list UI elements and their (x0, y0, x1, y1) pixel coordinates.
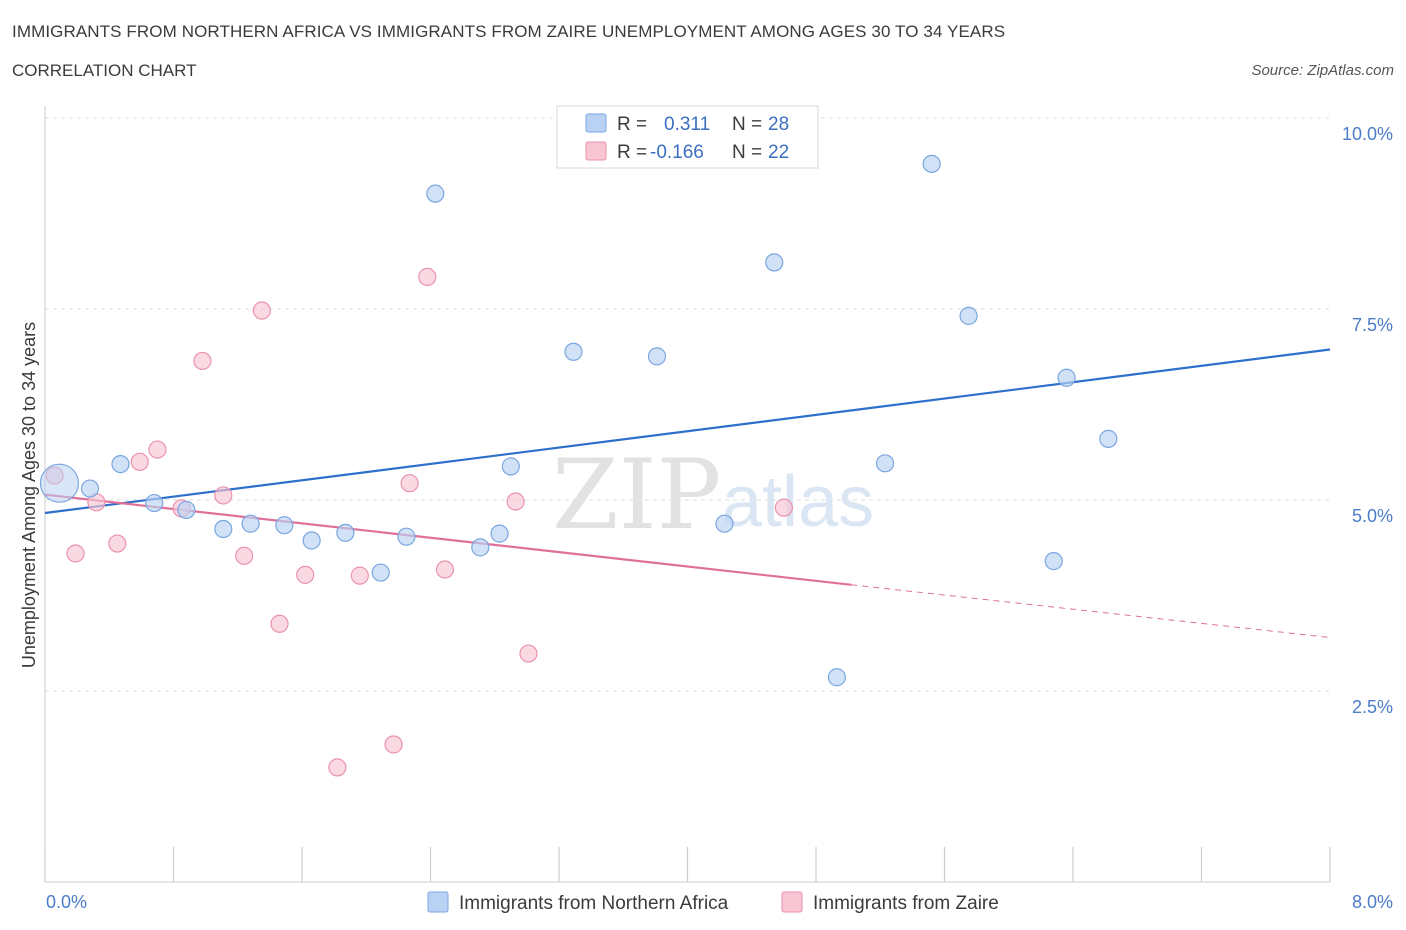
data-points (39, 145, 1118, 777)
trendline-northern-africa (44, 348, 1331, 515)
point-northern-africa-1 (80, 479, 100, 498)
point-northern-africa-13 (471, 538, 490, 557)
point-northern-africa-0 (39, 463, 80, 503)
watermark-zip: ZIP (552, 439, 721, 551)
y-tick-label-0: 2.5% (1352, 697, 1393, 717)
legend-swatch-pink (585, 141, 607, 161)
point-northern-africa-12 (426, 184, 445, 203)
gridlines (45, 117, 1330, 692)
point-northern-africa-10 (371, 563, 390, 582)
series-legend-label-1: Immigrants from Northern Africa (459, 893, 729, 914)
point-zaire-16 (400, 474, 419, 493)
point-zaire-5 (148, 440, 167, 459)
y-tick-label-1: 5.0% (1352, 506, 1393, 526)
point-northern-africa-21 (827, 668, 846, 687)
point-zaire-18 (435, 560, 455, 579)
point-northern-africa-23 (922, 154, 941, 173)
point-zaire-8 (214, 486, 233, 505)
source-credit: Source: ZipAtlas.com (1251, 62, 1394, 79)
legend-n-label-1: N = (732, 114, 762, 135)
point-zaire-17 (418, 267, 437, 287)
point-northern-africa-26 (1057, 368, 1076, 387)
point-zaire-7 (193, 351, 212, 371)
point-zaire-20 (519, 644, 538, 663)
point-zaire-4 (130, 452, 149, 471)
point-northern-africa-2 (111, 454, 130, 474)
point-zaire-21 (774, 498, 793, 517)
point-northern-africa-20 (765, 253, 784, 272)
legend-n-value-1: 28 (768, 114, 789, 135)
legend-r-label-2: R = (617, 142, 647, 163)
series-legend: Immigrants from Northern Africa Immigran… (427, 891, 999, 914)
chart-title: IMMIGRANTS FROM NORTHERN AFRICA VS IMMIG… (12, 22, 1006, 41)
y-tick-labels: 2.5% 5.0% 7.5% 10.0% (1342, 124, 1393, 717)
point-northern-africa-14 (490, 524, 509, 543)
point-zaire-1 (66, 544, 85, 563)
series-legend-label-2: Immigrants from Zaire (813, 893, 999, 914)
stats-legend: R = 0.311 N = 28 R = -0.166 N = 22 (556, 105, 819, 169)
point-northern-africa-24 (959, 306, 978, 325)
point-northern-africa-8 (302, 531, 321, 550)
point-northern-africa-22 (875, 454, 895, 473)
axes (44, 106, 1331, 883)
legend-r-value-1: 0.311 (664, 114, 710, 135)
point-zaire-15 (384, 735, 403, 754)
point-zaire-19 (506, 492, 525, 511)
point-zaire-10 (252, 301, 271, 320)
point-northern-africa-7 (275, 516, 294, 535)
x-tick-label-min: 0.0% (46, 892, 87, 912)
series-legend-swatch-pink (781, 891, 803, 913)
point-northern-africa-3 (145, 493, 164, 513)
x-tick-label-max: 8.0% (1352, 892, 1393, 912)
chart-subtitle: CORRELATION CHART (12, 61, 197, 80)
legend-swatch-blue (585, 113, 607, 133)
point-northern-africa-9 (336, 523, 355, 542)
point-zaire-14 (350, 566, 369, 585)
point-zaire-13 (328, 758, 347, 777)
point-zaire-9 (235, 546, 254, 565)
legend-n-value-2: 22 (768, 142, 789, 163)
legend-r-value-2: -0.166 (650, 142, 704, 163)
y-axis-title: Unemployment Among Ages 30 to 34 years (19, 322, 39, 668)
trendline-zaire-extension (851, 584, 1331, 639)
point-northern-africa-5 (214, 519, 233, 539)
point-northern-africa-25 (1044, 552, 1063, 571)
point-zaire-3 (108, 534, 127, 553)
point-northern-africa-18 (647, 347, 667, 366)
y-tick-label-3: 10.0% (1342, 124, 1393, 144)
point-northern-africa-11 (397, 527, 416, 546)
legend-n-label-2: N = (732, 142, 762, 163)
point-northern-africa-27 (1099, 429, 1118, 448)
point-northern-africa-16 (564, 342, 583, 361)
legend-r-label-1: R = (617, 114, 647, 135)
point-northern-africa-6 (241, 514, 260, 533)
point-zaire-11 (270, 614, 289, 633)
point-northern-africa-15 (501, 457, 520, 476)
watermark-atlas: atlas (722, 462, 874, 542)
point-northern-africa-4 (177, 500, 196, 520)
y-tick-label-2: 7.5% (1352, 315, 1393, 335)
series-legend-swatch-blue (427, 891, 449, 913)
point-zaire-12 (296, 565, 315, 584)
point-northern-africa-19 (715, 514, 734, 533)
